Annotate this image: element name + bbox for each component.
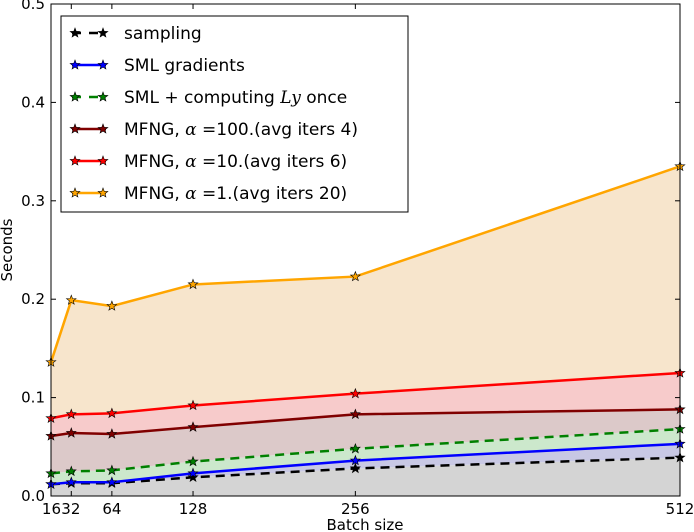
y-tick-label: 0.5	[21, 0, 45, 13]
legend-marker	[69, 187, 81, 198]
x-axis-label: Batch size	[327, 516, 404, 532]
legend-marker	[97, 59, 109, 70]
legend-label: sampling	[124, 24, 202, 44]
legend-label: MFNG, α =1.(avg iters 20)	[124, 184, 347, 204]
legend-marker	[97, 27, 109, 38]
x-tick-label: 512	[666, 500, 694, 518]
x-tick-label: 256	[341, 500, 370, 518]
data-point	[106, 464, 118, 476]
x-tick-label: 64	[102, 500, 121, 518]
data-point	[187, 455, 199, 467]
area-fill	[51, 429, 680, 485]
legend-marker	[97, 187, 109, 198]
legend-marker	[69, 155, 81, 166]
data-point	[349, 442, 361, 454]
legend-label: SML + computing Ly once	[124, 88, 347, 108]
data-point	[349, 454, 361, 466]
area-fill	[51, 457, 680, 496]
data-point	[349, 270, 361, 282]
data-point	[65, 294, 77, 305]
data-point	[106, 428, 118, 439]
series-line	[50, 408, 681, 438]
legend: sampling SML gradients SML + computing Ly …	[60, 15, 409, 213]
series-line	[49, 165, 681, 363]
data-point	[187, 421, 199, 432]
area-fill	[51, 166, 680, 419]
y-tick-label: 0.3	[21, 192, 45, 210]
legend-marker	[69, 27, 81, 38]
data-point	[187, 278, 199, 290]
x-tick-label: 16	[42, 500, 61, 518]
data-point	[65, 427, 77, 438]
plot-frame	[50, 3, 681, 497]
data-point	[349, 408, 361, 420]
legend-marker	[69, 59, 81, 70]
data-point	[106, 476, 118, 488]
series-line	[50, 427, 681, 475]
legend-marker	[97, 123, 109, 134]
data-point	[187, 471, 199, 482]
data-point	[106, 300, 118, 311]
data-point	[349, 387, 361, 399]
data-point	[65, 476, 77, 488]
area-fill	[51, 409, 680, 474]
axis-ticks: 16 32 64 128 256 512 0.0 0.1 0.2 0.3 0.4 0.5	[21, 0, 694, 518]
legend-marker	[69, 123, 81, 134]
legend-label: MFNG, α =100.(avg iters 4)	[124, 120, 358, 140]
legend-box	[60, 15, 409, 213]
y-tick-label: 0.0	[21, 487, 45, 505]
y-tick-label: 0.2	[21, 290, 45, 308]
area-fill	[51, 443, 680, 485]
data-point	[65, 465, 77, 477]
y-axis-label: Seconds	[0, 218, 16, 281]
legend-label: MFNG, α =10.(avg iters 6)	[124, 152, 347, 172]
legend-label: SML gradients	[124, 56, 245, 76]
legend-marker	[97, 155, 109, 166]
area-fills	[51, 166, 680, 496]
data-point	[187, 467, 199, 479]
data-point	[65, 408, 77, 420]
y-tick-label: 0.4	[21, 93, 45, 111]
data-point	[349, 462, 361, 474]
data-point	[187, 399, 199, 411]
data-point	[106, 407, 118, 419]
series-line	[50, 442, 681, 486]
legend-marker	[69, 91, 81, 102]
x-tick-label: 128	[179, 500, 208, 518]
area-fill	[51, 373, 680, 436]
y-tick-label: 0.1	[21, 389, 45, 407]
legend-marker	[97, 91, 109, 102]
series-line	[50, 371, 681, 420]
x-tick-label: 32	[61, 500, 80, 518]
